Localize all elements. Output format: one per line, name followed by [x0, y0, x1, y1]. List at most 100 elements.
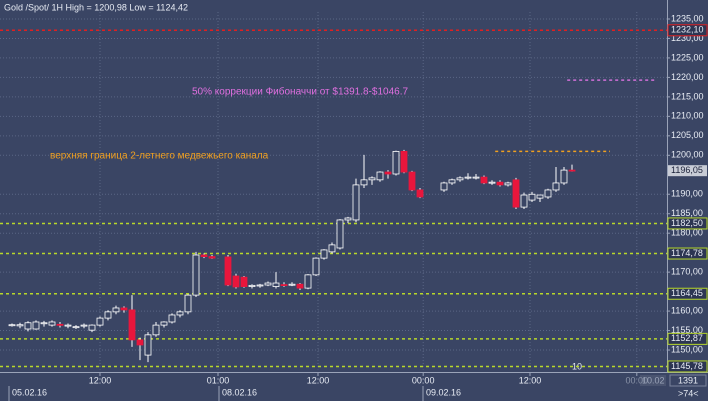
candle-body: [544, 189, 552, 198]
candle-body: [528, 193, 536, 201]
y-tick-label: 1170,00: [671, 267, 703, 277]
candle-body: [304, 274, 312, 289]
candle-body: [40, 322, 48, 325]
candle-body: [288, 283, 296, 286]
candle-body: [448, 179, 456, 184]
candle-body: [248, 284, 256, 287]
candle-body: [80, 324, 88, 327]
candle-body: [520, 194, 528, 208]
candle-body: [16, 324, 24, 327]
candle-body: [272, 282, 280, 287]
candle-body: [352, 184, 360, 221]
candle-body: [200, 254, 208, 257]
level-tag: [667, 360, 708, 373]
candle-body: [416, 189, 424, 198]
candle-body: [136, 339, 144, 346]
y-tick-label: 1215,00: [671, 91, 704, 101]
y-tick-label: 1160,00: [671, 305, 703, 315]
y-tick-label: 1150,00: [671, 344, 703, 354]
candle-body: [320, 249, 328, 259]
candle-body: [264, 282, 272, 286]
candle-body: [224, 256, 232, 286]
candle-body: [488, 181, 496, 184]
candle-body: [560, 169, 568, 184]
candle-body: [96, 317, 104, 326]
candle-body: [8, 324, 16, 327]
level-label: 1164,45: [671, 288, 703, 298]
candle-body: [384, 171, 392, 175]
candle-body: [360, 179, 368, 186]
level-label: 1232,10: [671, 25, 704, 35]
candle-body: [328, 244, 336, 253]
y-tick-label: 1180,00: [671, 228, 703, 238]
candle-body: [504, 182, 512, 186]
level-tag: [667, 332, 708, 345]
x-tick-label: 12:00: [307, 375, 330, 385]
candle-body: [48, 321, 56, 326]
level-tag: [667, 247, 708, 260]
candle-body: [568, 169, 576, 172]
candle-body: [496, 181, 504, 186]
x-tick-label: 00:00: [626, 375, 649, 385]
y-tick-label: 1210,00: [671, 111, 704, 121]
candle-body: [464, 176, 472, 179]
candle-body: [344, 217, 352, 221]
y-tick-label: 1185,00: [671, 208, 703, 218]
y-tick-label: 1235,00: [671, 13, 704, 23]
candle-body: [480, 176, 488, 184]
candle-body: [296, 283, 304, 289]
candle-body: [232, 275, 240, 288]
footer-date: 10.02: [642, 375, 665, 385]
candle-body: [368, 177, 376, 181]
x-tick-label: 01:00: [207, 375, 230, 385]
candle-body: [256, 284, 264, 287]
candle-body: [400, 151, 408, 173]
candle-body: [72, 326, 80, 329]
candle-body: [32, 321, 40, 330]
y-tick-label: 1225,00: [671, 52, 704, 62]
level-tag: [667, 287, 708, 300]
y-tick-label: 1155,00: [671, 325, 703, 335]
candle-body: [24, 322, 32, 330]
x-tick-label: 12:00: [89, 375, 112, 385]
candle-body: [408, 171, 416, 191]
x-tick-label: 00:00: [412, 375, 435, 385]
y-tick-label: 1190,00: [671, 189, 703, 199]
current-price-tag: [668, 165, 707, 177]
footer-bars: 1391: [678, 375, 698, 385]
level-tag: [667, 217, 708, 230]
candle-body: [64, 324, 72, 327]
candle-body: [312, 257, 320, 276]
footer-shift: >74<: [678, 388, 699, 398]
candle-body: [512, 179, 520, 208]
footer-date-box: [640, 375, 666, 386]
candle-body: [104, 311, 112, 319]
candle-body: [120, 307, 128, 311]
candle-body: [112, 307, 120, 313]
candle-body: [240, 276, 248, 287]
level-tag: [667, 24, 708, 37]
date-tick-label: 05.02.16: [12, 387, 47, 397]
candle-body: [144, 334, 152, 356]
candle-body: [152, 324, 160, 336]
candle-body: [472, 176, 480, 179]
annotation: 50% коррекции Фибоначчи от $1391.8-$1046…: [192, 86, 408, 98]
level-label: 1152,87: [671, 333, 703, 343]
candle-body: [440, 182, 448, 191]
candle-body: [552, 182, 560, 191]
footer-box: [669, 374, 707, 387]
current-price-label: 1196,05: [671, 165, 703, 175]
candle-body: [392, 151, 400, 175]
candle-body: [160, 321, 168, 326]
annotation: верхняя граница 2-летнего медвежьего кан…: [50, 151, 269, 162]
candle-body: [88, 324, 96, 331]
x-tick-label: 12:00: [519, 375, 542, 385]
candle-body: [56, 323, 64, 326]
level-label: 1145,78: [671, 361, 703, 371]
chart-title: Gold /Spot/ 1H High = 1200,98 Low = 1124…: [4, 2, 188, 12]
candle-body: [208, 256, 216, 259]
date-tick-label: 08.02.16: [222, 387, 257, 397]
candle-body: [536, 194, 544, 199]
